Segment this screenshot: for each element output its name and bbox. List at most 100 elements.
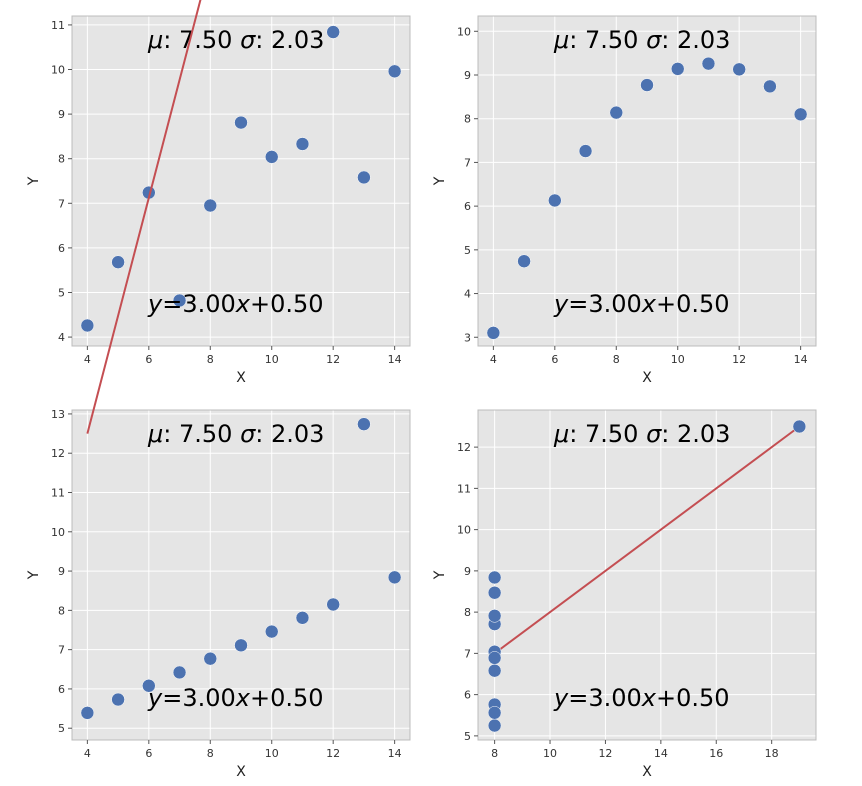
panel-top-right: 4 6 8 10 12 14 3 4 5 6 7 8 9 10 X Yμ: 7.50 σ: 2.03 y=3.0…	[432, 15, 817, 386]
fit-equation: y=3.00x+0.50	[147, 684, 324, 712]
y-axis-label: Y	[432, 570, 448, 580]
stats-sigma-label: σ	[240, 420, 256, 448]
stats-annotation: μ: 7.50 σ: 2.03	[553, 420, 730, 448]
y-tick-label: 6	[464, 200, 471, 213]
plot-area	[72, 16, 410, 346]
y-tick-label: 10	[457, 25, 471, 38]
scatter-point	[203, 198, 218, 213]
x-tick-label: 14	[388, 747, 402, 760]
y-axis-label: Y	[432, 176, 448, 186]
y-tick-label: 11	[457, 482, 471, 495]
x-tick-label: 10	[265, 747, 279, 760]
scatter-point	[578, 144, 593, 158]
scatter-series	[486, 56, 808, 340]
scatter-point	[326, 25, 340, 39]
scatter-point	[387, 570, 402, 585]
y-tick-label: 8	[58, 153, 65, 166]
fit-equation: y=3.00x+0.50	[553, 684, 730, 712]
scatter-point	[172, 293, 187, 308]
x-tick-label: 10	[671, 353, 685, 366]
stats-sigma-text: : 2.03	[255, 26, 324, 54]
scatter-point	[295, 611, 310, 625]
x-tick-label: 6	[145, 353, 152, 366]
x-tick-label: 10	[543, 747, 557, 760]
fit-eq-mid: =3.00	[162, 290, 236, 318]
y-tick-label: 5	[58, 722, 65, 735]
stats-mu-label: μ	[147, 26, 163, 54]
scatter-point	[487, 585, 502, 600]
scatter-point	[732, 62, 746, 77]
axes-frame	[71, 409, 411, 741]
fit-eq-tail: +0.50	[250, 684, 324, 712]
fit-eq-x-sym: x	[641, 684, 657, 712]
scatter-point	[486, 326, 501, 340]
scatter-point	[234, 638, 248, 653]
scatter-point	[80, 318, 95, 333]
scatter-point	[487, 706, 502, 720]
y-tick-label: 9	[464, 69, 471, 82]
scatter-point	[487, 663, 502, 678]
stats-mu-text: : 7.50	[569, 420, 646, 448]
scatter-point	[111, 692, 125, 707]
gridlines	[478, 410, 816, 740]
fit-line	[494, 425, 800, 655]
scatter-point	[295, 137, 310, 151]
y-tick-label: 5	[464, 244, 471, 257]
fit-eq-mid: =3.00	[162, 684, 236, 712]
y-tick-label: 12	[457, 441, 471, 454]
fit-eq-mid: =3.00	[568, 684, 642, 712]
x-tick-label: 12	[598, 747, 612, 760]
fit-eq-y-sym: y	[553, 684, 569, 712]
scatter-point	[387, 64, 402, 79]
x-tick-label: 18	[765, 747, 779, 760]
stats-mu-text: : 7.50	[163, 420, 240, 448]
x-tick-label: 14	[654, 747, 668, 760]
x-tick-label: 4	[490, 353, 497, 366]
x-axis-label: X	[236, 370, 246, 386]
scatter-point	[172, 665, 187, 680]
stats-sigma-text: : 2.03	[661, 420, 730, 448]
axes-frame	[477, 15, 817, 347]
axes-frame	[71, 15, 411, 347]
stats-sigma-label: σ	[240, 26, 256, 54]
scatter-series	[80, 417, 402, 720]
stats-annotation: μ: 7.50 σ: 2.03	[553, 26, 730, 54]
y-tick-label: 6	[58, 683, 65, 696]
fit-equation: y=3.00x+0.50	[553, 290, 730, 318]
stats-mu-label: μ	[147, 420, 163, 448]
stats-sigma-label: σ	[646, 26, 662, 54]
scatter-point	[80, 706, 95, 720]
scatter-point	[763, 79, 777, 94]
fit-eq-y-sym: y	[147, 290, 163, 318]
y-tick-label: 8	[464, 113, 471, 126]
stats-annotation: μ: 7.50 σ: 2.03	[147, 26, 324, 54]
x-tick-label: 4	[84, 747, 91, 760]
scatter-point	[111, 255, 125, 269]
stats-mu-label: μ	[553, 420, 569, 448]
x-tick-label: 16	[709, 747, 723, 760]
y-tick-label: 6	[58, 242, 65, 255]
fit-eq-x-sym: x	[235, 290, 251, 318]
y-tick-label: 8	[58, 604, 65, 617]
plot-area	[478, 410, 816, 740]
y-tick-label: 9	[464, 565, 471, 578]
scatter-point	[142, 679, 156, 693]
x-tick-label: 8	[207, 353, 214, 366]
scatter-point	[609, 105, 624, 120]
y-tick-label: 11	[51, 487, 65, 500]
y-axis-label: Y	[26, 176, 42, 186]
y-tick-label: 10	[457, 524, 471, 537]
scatter-point	[203, 651, 218, 666]
x-tick-label: 6	[551, 353, 558, 366]
y-tick-label: 4	[58, 331, 65, 344]
scatter-point	[487, 609, 502, 623]
fit-eq-tail: +0.50	[656, 684, 730, 712]
x-tick-label: 12	[326, 747, 340, 760]
scatter-series	[80, 25, 402, 333]
scatter-point	[234, 115, 248, 130]
fit-eq-tail: +0.50	[656, 290, 730, 318]
stats-annotation: μ: 7.50 σ: 2.03	[147, 420, 324, 448]
x-tick-label: 10	[265, 353, 279, 366]
scatter-point	[264, 150, 279, 164]
scatter-point	[487, 570, 502, 585]
